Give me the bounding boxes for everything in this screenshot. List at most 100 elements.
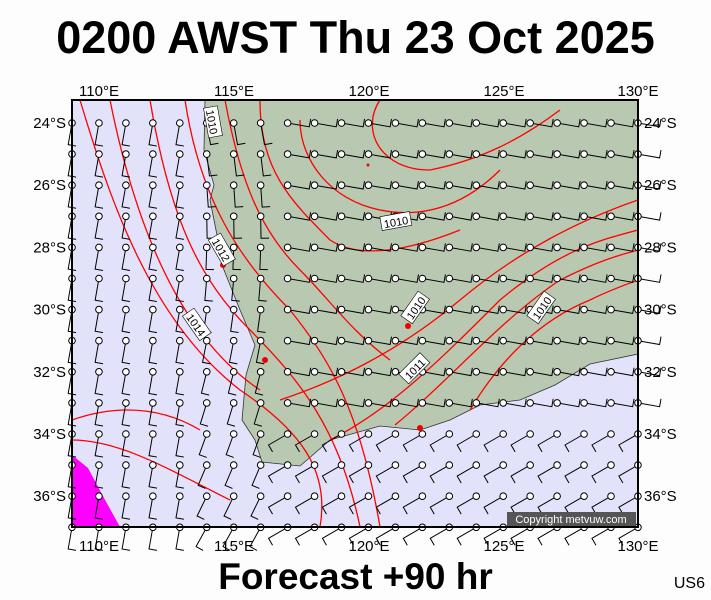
station-circle [310,368,319,376]
wind-barb [557,212,581,221]
wind-barb [402,495,423,515]
wind-barb [422,212,446,221]
station-circle [122,150,130,158]
wind-barb [206,185,217,208]
wind-barb [175,496,184,520]
station-circle [553,461,561,469]
wind-barb [530,212,554,221]
wind-barb [503,336,527,346]
wind-barb [583,274,608,283]
station-circle [607,274,615,283]
station-circle [580,119,588,127]
station-circle [607,212,615,221]
station-circle [95,243,103,252]
station-circle [553,430,561,438]
station-circle [445,461,454,469]
station-circle [580,336,588,345]
wind-barb [121,216,131,240]
station-circle [229,492,238,501]
wind-barb [230,309,239,333]
wind-barb [314,274,339,283]
wind-barb [121,371,131,396]
station-circle [95,336,103,345]
station-circle [202,212,211,221]
station-circle [391,150,400,158]
wind-barb [121,278,131,303]
station-circle [176,399,184,407]
wind-barb [530,118,554,128]
station-circle [202,368,211,376]
station-circle [472,305,481,314]
copyright-text: Copyright metvuw.com [515,514,626,526]
station-circle [229,150,238,158]
wind-barb [637,212,662,221]
wind-barb [618,464,639,484]
lat-tick: 24°S [644,115,677,132]
station-circle [472,150,481,158]
station-circle [176,212,184,221]
wind-barb [94,340,104,365]
station-circle [256,461,265,469]
wind-barb [637,243,662,252]
station-circle [202,150,211,158]
station-circle [553,305,561,314]
wind-barb [503,243,527,252]
station-circle [149,181,157,189]
wind-barb [121,122,131,147]
wind-barb [121,247,131,271]
wind-barb [368,243,392,252]
station-circle [95,461,103,469]
wind-barb [225,433,235,458]
wind-barb [530,243,554,252]
wind-barb [375,464,396,484]
station-circle [607,399,615,407]
wind-barb [314,243,339,252]
station-circle [445,336,454,345]
wind-barb [368,181,392,190]
station-circle [256,430,265,438]
station-circle [391,243,400,252]
wind-barb [232,247,241,271]
station-circle [202,274,211,283]
station-circle [122,368,130,376]
station-circle [553,336,561,345]
station-circle [499,274,508,283]
station-circle [310,212,319,221]
wind-barb [267,464,288,484]
wind-barb [368,367,392,377]
lon-tick-top: 130°E [617,83,658,100]
station-circle [176,243,184,252]
station-circle [580,305,588,314]
wind-barb [583,398,608,408]
station-circle [418,336,427,345]
wind-barb [591,495,612,515]
wind-barb [395,274,419,283]
wind-barb [200,371,210,396]
wind-barb [233,154,245,177]
station-circle [229,243,238,252]
wind-barb [227,371,237,396]
wind-barb [429,464,450,484]
station-circle [580,399,588,407]
wind-barb [175,465,184,489]
station-circle [580,243,588,252]
station-circle [122,274,130,283]
wind-barb [530,336,554,346]
station-circle [95,399,103,407]
station-circle [418,243,427,252]
station-circle [499,492,508,501]
station-circle [310,274,319,283]
station-circle [149,212,157,221]
station-circle [149,430,157,438]
lat-tick: 26°S [33,177,66,194]
wind-barb [503,305,527,314]
station-circle [472,368,481,376]
station-circle [337,274,346,283]
station-circle [176,461,184,469]
wind-barbs [67,118,662,551]
station-circle [391,430,400,438]
wind-barb [314,118,339,128]
station-circle [256,305,265,314]
wind-barb [206,154,218,177]
